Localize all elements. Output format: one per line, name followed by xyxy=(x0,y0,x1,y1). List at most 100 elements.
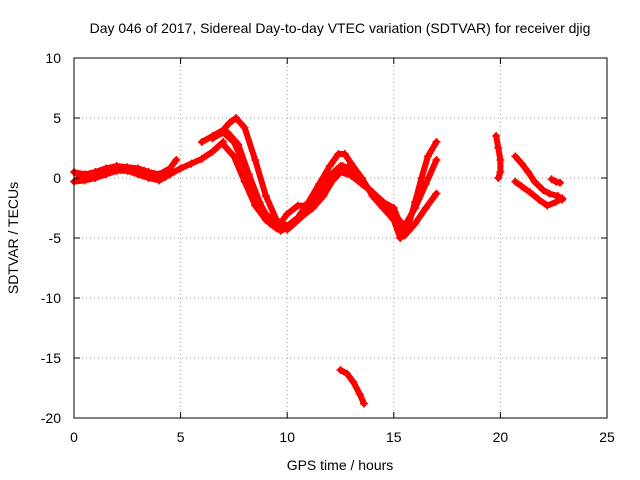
data-point xyxy=(197,138,206,146)
data-series xyxy=(70,114,567,408)
data-point xyxy=(251,201,260,210)
data-point xyxy=(432,156,441,164)
y-axis-label: SDTVAR / TECUs xyxy=(5,182,21,294)
data-point xyxy=(308,204,317,212)
data-point xyxy=(251,156,260,164)
data-point xyxy=(266,219,275,228)
data-point xyxy=(298,212,307,221)
data-point xyxy=(119,164,128,173)
data-point xyxy=(176,164,185,173)
data-point xyxy=(543,201,552,210)
data-point xyxy=(530,177,539,186)
y-tick-label: 10 xyxy=(45,50,61,66)
data-point xyxy=(368,188,377,197)
data-point xyxy=(197,154,206,163)
y-tick-label: -20 xyxy=(41,410,61,426)
data-point xyxy=(355,390,364,398)
data-point xyxy=(417,174,426,182)
data-point xyxy=(494,144,503,152)
data-point xyxy=(208,134,217,143)
x-axis-label: GPS time / hours xyxy=(287,457,394,473)
x-tick-label: 5 xyxy=(177,429,185,445)
data-point xyxy=(319,192,328,200)
data-point xyxy=(283,210,292,218)
y-tick-label: 5 xyxy=(53,110,61,126)
y-tick-label: -5 xyxy=(49,230,62,246)
data-point xyxy=(244,170,253,179)
y-tick-label: -10 xyxy=(41,290,61,306)
data-point xyxy=(129,165,138,174)
data-point xyxy=(411,219,420,228)
data-point xyxy=(511,152,520,161)
data-point xyxy=(287,222,296,230)
data-point xyxy=(255,198,264,206)
data-point xyxy=(225,118,234,127)
data-point xyxy=(389,204,398,212)
data-point xyxy=(108,166,117,175)
data-point xyxy=(556,178,565,187)
data-point xyxy=(140,166,149,175)
data-point xyxy=(551,198,560,206)
data-point xyxy=(551,177,560,186)
data-point xyxy=(151,170,160,179)
data-point xyxy=(232,114,241,122)
data-point xyxy=(229,152,238,161)
data-point xyxy=(87,174,96,182)
data-point xyxy=(165,170,174,179)
data-point xyxy=(347,164,356,173)
data-point xyxy=(511,177,520,186)
y-tick-label: 0 xyxy=(53,170,61,186)
data-point xyxy=(172,156,181,164)
data-point xyxy=(432,189,441,198)
data-point xyxy=(421,180,430,188)
data-point xyxy=(261,192,270,200)
data-point xyxy=(234,140,243,149)
data-point xyxy=(349,378,358,386)
x-tick-label: 0 xyxy=(70,429,78,445)
data-point xyxy=(347,171,356,180)
data-point xyxy=(359,399,368,408)
data-point xyxy=(545,189,554,198)
data-point xyxy=(219,140,228,149)
data-point xyxy=(325,162,334,170)
data-point xyxy=(342,369,351,378)
data-point xyxy=(494,174,503,182)
data-point xyxy=(496,156,505,164)
data-point xyxy=(492,132,501,140)
data-point xyxy=(240,177,249,186)
x-tick-label: 10 xyxy=(279,429,295,445)
grid-lines xyxy=(74,58,607,418)
data-point xyxy=(411,204,420,212)
data-point xyxy=(340,150,349,158)
x-tick-label: 15 xyxy=(386,429,402,445)
data-point xyxy=(223,128,232,137)
data-point xyxy=(526,188,535,197)
x-tick-label: 20 xyxy=(493,429,509,445)
data-point xyxy=(276,226,285,235)
y-tick-label: -15 xyxy=(41,350,61,366)
data-point xyxy=(423,152,432,161)
data-point xyxy=(240,123,249,132)
data-point xyxy=(330,174,339,182)
data-point xyxy=(357,180,366,188)
data-point xyxy=(338,162,347,170)
data-point xyxy=(517,182,526,191)
data-point xyxy=(432,138,441,146)
chart-title: Day 046 of 2017, Sidereal Day-to-day VTE… xyxy=(90,20,591,36)
data-point xyxy=(539,186,548,194)
x-tick-label: 25 xyxy=(599,429,615,445)
data-point xyxy=(534,195,543,204)
data-trace xyxy=(337,367,367,407)
data-point xyxy=(187,159,196,168)
data-point xyxy=(208,147,217,156)
data-point xyxy=(517,159,526,168)
data-point xyxy=(421,204,430,212)
data-point xyxy=(293,201,302,210)
data-point xyxy=(336,366,345,374)
data-point xyxy=(400,231,409,240)
data-trace xyxy=(166,139,227,178)
data-point xyxy=(379,198,388,206)
axis-ticks: 0 5 10 15 20 25 -20 -15 -10 -5 0 5 10 xyxy=(41,50,615,445)
data-point xyxy=(547,175,556,184)
data-point xyxy=(524,168,533,176)
